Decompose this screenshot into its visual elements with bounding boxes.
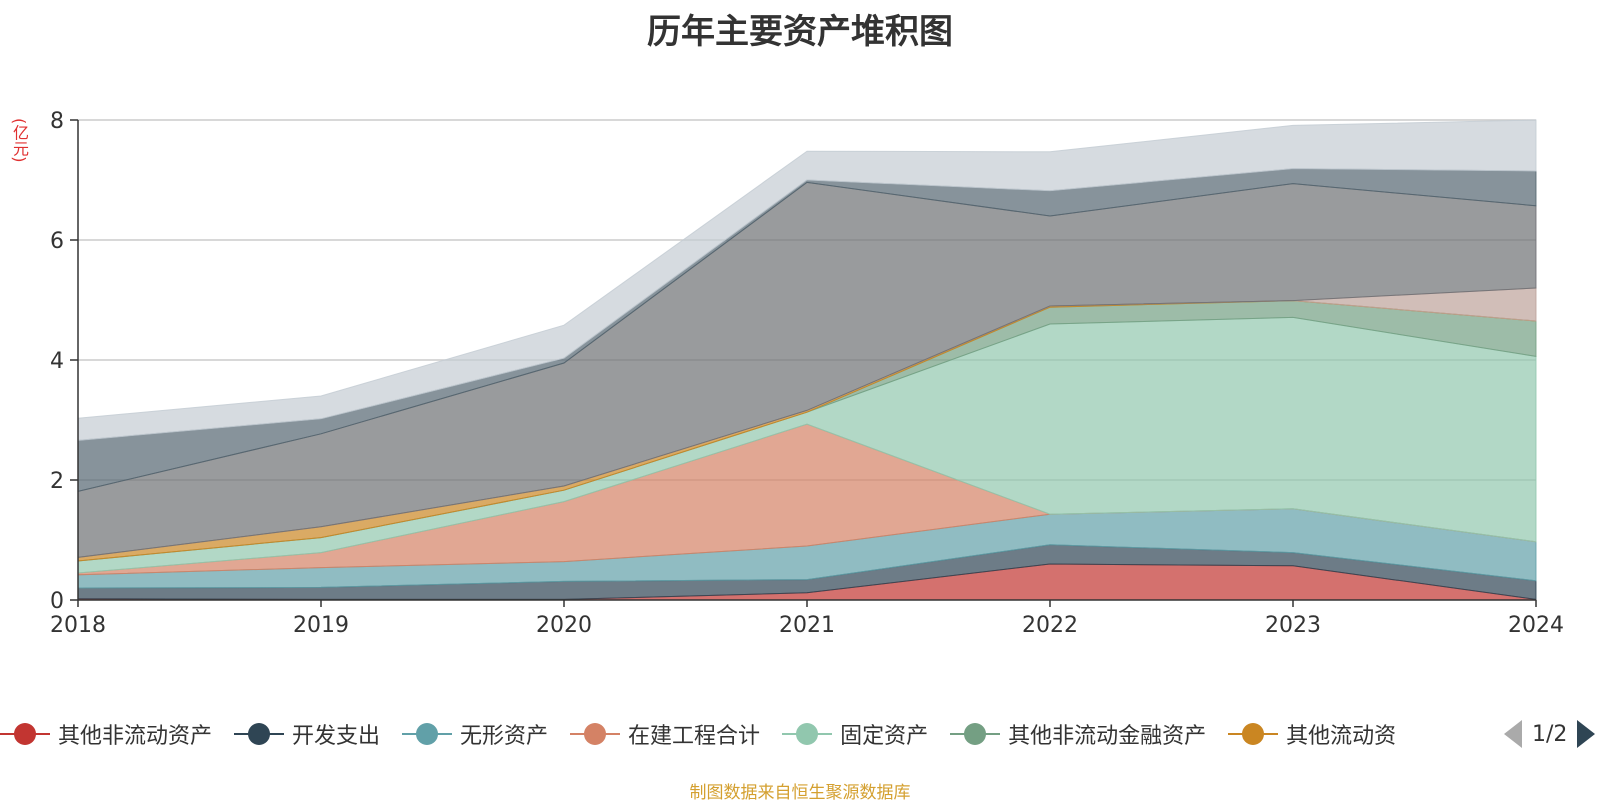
legend-marker-icon: [950, 722, 1001, 746]
x-tick-label: 2022: [1022, 613, 1078, 638]
x-tick-label: 2019: [293, 613, 349, 638]
axes: 0 2 4 6 8 2018 2019 2020 2021 2022 2023 2024: [50, 109, 1564, 638]
legend-pager: 1/2: [1500, 716, 1596, 752]
area-series-10[interactable]: [77, 119, 1537, 441]
legend-item[interactable]: 在建工程合计: [570, 718, 760, 750]
x-tick-label: 2018: [50, 613, 106, 638]
legend-item[interactable]: 固定资产: [782, 718, 928, 750]
legend-label: 其他非流动金融资产: [1008, 724, 1207, 749]
y-tick-label: 0: [50, 589, 64, 614]
legend-page-indicator: 1/2: [1532, 721, 1568, 747]
legend-label: 其他非流动资产: [58, 724, 213, 749]
legend-prev-page-icon[interactable]: [1504, 720, 1522, 748]
legend-item[interactable]: 其他流动资: [1228, 718, 1396, 750]
legend-label: 在建工程合计: [628, 724, 761, 749]
legend-next-page-icon[interactable]: [1577, 720, 1596, 748]
legend-marker-icon: [570, 722, 621, 746]
legend-marker-icon: [402, 722, 453, 746]
legend-label: 无形资产: [460, 724, 549, 749]
y-tick-label: 2: [50, 469, 64, 494]
legend-item[interactable]: 开发支出: [234, 718, 380, 750]
legend-item[interactable]: 其他非流动金融资产: [950, 718, 1206, 750]
chart-title: 历年主要资产堆积图: [647, 12, 953, 52]
y-tick-label: 4: [50, 349, 64, 374]
legend-item[interactable]: 其他非流动资产: [0, 718, 212, 750]
legend-label: 固定资产: [840, 724, 929, 749]
legend: 其他非流动资产 开发支出 无形资产 在建工程合计 固定资产 其他非流动金融资产 其他流动资: [0, 716, 1600, 752]
x-tick-label: 2024: [1508, 613, 1564, 638]
data-source-note: 制图数据来自恒生聚源数据库: [689, 783, 911, 803]
y-tick-label: 6: [50, 229, 64, 254]
stacked-area-chart: 0 2 4 6 8 2018 2019 2020 2021 2022 2023 2024: [50, 109, 1564, 638]
legend-marker-icon: [234, 722, 285, 746]
legend-marker-icon: [782, 722, 833, 746]
legend-marker-icon: [0, 722, 50, 746]
legend-label: 开发支出: [292, 724, 381, 749]
legend-item[interactable]: 无形资产: [402, 718, 548, 750]
y-tick-label: 8: [50, 109, 64, 134]
legend-marker-icon: [1228, 722, 1279, 746]
legend-label: 其他流动资: [1286, 724, 1397, 749]
x-tick-label: 2021: [779, 613, 835, 638]
x-tick-label: 2020: [536, 613, 592, 638]
x-tick-label: 2023: [1265, 613, 1321, 638]
y-axis-unit-label: (亿元): [10, 118, 29, 163]
area-series: [77, 119, 1537, 601]
